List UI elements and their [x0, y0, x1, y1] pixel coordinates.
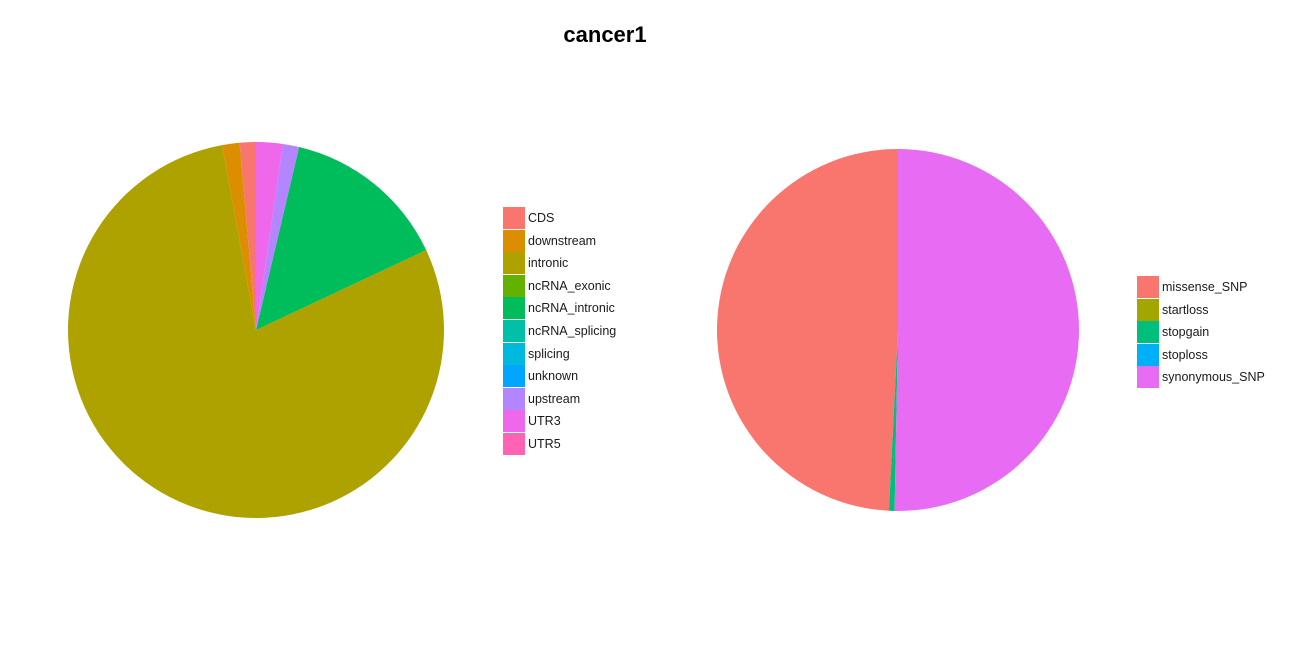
- legend-label: intronic: [528, 256, 569, 271]
- legend-label: UTR5: [528, 436, 561, 451]
- legend-swatch: [503, 207, 525, 229]
- legend-label: ncRNA_exonic: [528, 278, 611, 293]
- pie-slice-cds: [239, 142, 256, 330]
- legend-swatch: [503, 387, 525, 410]
- legend-swatch: [503, 274, 525, 297]
- legend-swatch: [503, 432, 525, 455]
- legend-swatch: [503, 410, 525, 433]
- legend-label: ncRNA_splicing: [528, 323, 617, 338]
- legend-swatch: [1137, 298, 1159, 321]
- legend-swatch: [503, 229, 525, 252]
- pie-chart-region: [68, 142, 445, 519]
- legend-swatch: [1137, 343, 1159, 366]
- pie-slice-ncrna-intronic: [256, 147, 427, 330]
- legend-swatch: [503, 342, 525, 365]
- pie-slice-intronic: [68, 145, 445, 519]
- legend-label: splicing: [528, 346, 570, 361]
- legend-swatch: [1137, 366, 1159, 389]
- legend-swatch: [1137, 321, 1159, 344]
- pie-slice-synonymous-snp: [894, 149, 1079, 511]
- legend-label: synonymous_SNP: [1162, 370, 1265, 385]
- legend-label: stopgain: [1162, 325, 1210, 340]
- legend-swatch: [503, 319, 525, 342]
- legend-label: startloss: [1162, 302, 1209, 317]
- legend-swatch: [503, 365, 525, 388]
- legend-swatch: [503, 297, 525, 320]
- legend-label: UTR3: [528, 414, 561, 429]
- legend-label: upstream: [528, 391, 581, 406]
- legend-swatch: [503, 252, 525, 275]
- pie-chart-snp-type: [716, 149, 1079, 511]
- pie-slice-utr3: [256, 142, 283, 330]
- legend-label: stoploss: [1162, 347, 1208, 362]
- pie-slice-upstream: [256, 143, 300, 330]
- chart-title: cancer1: [563, 22, 647, 47]
- legend-label: unknown: [528, 369, 579, 384]
- legend-label: CDS: [528, 211, 555, 225]
- pie-slice-downstream: [222, 142, 256, 330]
- pie-slice-missense-snp: [716, 149, 898, 511]
- legend-label: ncRNA_intronic: [528, 301, 615, 316]
- legend-label: missense_SNP: [1162, 280, 1248, 294]
- pie-slice-stopgain: [888, 330, 898, 511]
- legend-label: downstream: [528, 233, 597, 248]
- legend-swatch: [1137, 276, 1159, 298]
